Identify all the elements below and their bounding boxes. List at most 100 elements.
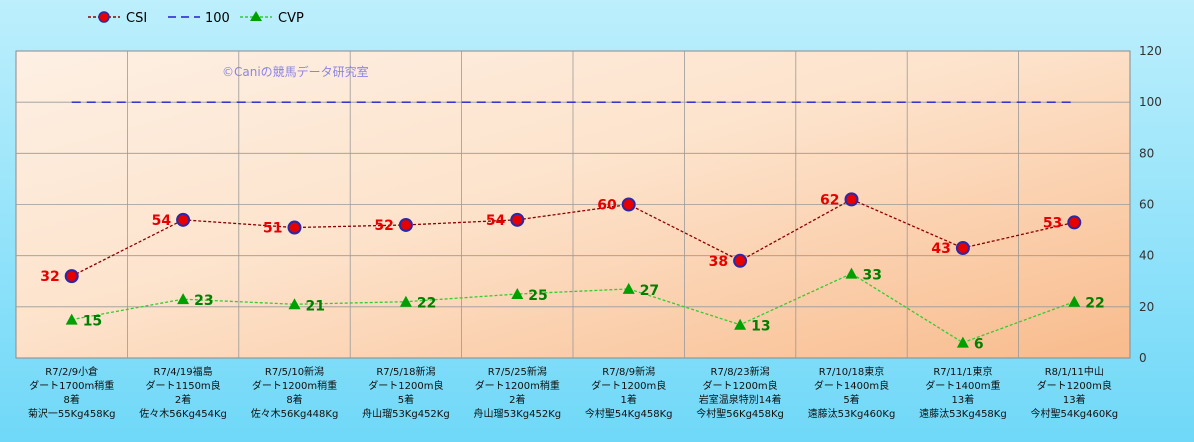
cvp-point: [511, 288, 524, 300]
x-tick-label: 今村聖56Kg458Kg: [696, 407, 784, 420]
cvp-data-label: 21: [306, 298, 325, 314]
x-tick-label: ダート1200m良: [591, 379, 666, 392]
csi-point: [955, 240, 970, 255]
cvp-point: [734, 318, 747, 330]
x-tick-label: R7/5/18新潟: [376, 365, 435, 378]
series-layer: [64, 101, 1082, 348]
cvp-data-label: 33: [863, 268, 882, 284]
legend: CSI 100 CVP: [88, 11, 304, 26]
x-tick-label: ダート1400m良: [814, 379, 889, 392]
x-tick-label: ダート1700m稍重: [29, 379, 114, 392]
x-tick-label: 5着: [843, 393, 859, 406]
x-tick-label: 1着: [621, 393, 637, 406]
csi-data-label: 38: [709, 254, 728, 270]
csi-data-label: 62: [820, 192, 839, 208]
legend-csi-label: CSI: [126, 11, 147, 26]
x-tick-label: 佐々木56Kg448Kg: [251, 408, 339, 420]
cvp-point: [177, 293, 190, 305]
x-tick-label: 今村聖54Kg458Kg: [585, 407, 673, 420]
x-axis: R7/2/9小倉ダート1700m稍重8着菊沢一55Kg458KgR7/4/19福…: [28, 365, 1118, 420]
x-tick-label: R7/11/1東京: [933, 365, 992, 378]
x-tick-label: ダート1150m良: [145, 379, 220, 392]
x-tick-label: ダート1200m稍重: [475, 379, 560, 392]
x-tick-label: 13着: [1063, 393, 1086, 406]
csi-data-label: 54: [486, 213, 506, 229]
legend-cvp-label: CVP: [278, 11, 304, 26]
cvp-data-label: 13: [751, 319, 770, 335]
csi-point: [621, 197, 636, 212]
series-line-csi: [71, 198, 1075, 277]
cvp-data-label: 22: [1085, 296, 1104, 312]
x-tick-label: ダート1400m重: [925, 379, 1000, 392]
y-tick-label: 60: [1139, 198, 1154, 212]
csi-data-label: 60: [597, 198, 617, 214]
data-labels: 15 23 21 22 25 27 13 33 6 22 32 54 51 52 54 60 38 62 43 53: [40, 192, 1105, 352]
x-tick-label: 2着: [509, 393, 525, 406]
cvp-point: [288, 298, 301, 310]
csi-point: [844, 192, 859, 207]
y-tick-label: 0: [1139, 351, 1147, 365]
x-tick-label: R7/10/18東京: [819, 365, 885, 378]
cvp-point: [399, 295, 412, 307]
csi-point: [510, 212, 525, 227]
legend-cvp-marker: [250, 11, 262, 21]
x-tick-label: ダート1200m良: [702, 379, 777, 392]
cvp-data-label: 15: [83, 314, 102, 330]
cvp-point: [956, 336, 969, 348]
cvp-point: [622, 282, 635, 294]
cvp-data-label: 25: [528, 288, 547, 304]
y-tick-label: 100: [1139, 95, 1162, 109]
x-tick-label: 5着: [398, 393, 414, 406]
x-tick-label: ダート1200m良: [1037, 379, 1112, 392]
x-tick-label: 岩室温泉特別14着: [699, 393, 782, 406]
csi-data-label: 51: [263, 221, 282, 237]
x-tick-label: ダート1200m良: [368, 379, 443, 392]
x-tick-label: 舟山瑠53Kg452Kg: [473, 407, 561, 420]
cvp-point: [845, 267, 858, 279]
csi-point: [1067, 215, 1082, 230]
y-tick-label: 120: [1139, 44, 1162, 58]
csi-point: [733, 253, 748, 268]
cvp-data-label: 27: [640, 283, 659, 299]
y-tick-label: 40: [1139, 249, 1154, 263]
watermark: ©Caniの競馬データ研究室: [222, 64, 369, 79]
x-tick-label: 今村聖54Kg460Kg: [1030, 407, 1118, 420]
csi-data-label: 32: [40, 269, 59, 285]
y-tick-label: 80: [1139, 146, 1154, 160]
csi-data-label: 52: [374, 218, 393, 234]
x-tick-label: R7/5/25新潟: [488, 365, 547, 378]
cvp-data-label: 23: [194, 293, 213, 309]
x-tick-label: R7/5/10新潟: [265, 365, 324, 378]
cvp-data-label: 22: [417, 296, 436, 312]
cvp-point: [1068, 295, 1081, 307]
cvp-point: [65, 313, 78, 325]
csi-data-label: 53: [1043, 215, 1062, 231]
cvp-data-label: 6: [974, 337, 984, 353]
x-tick-label: 8着: [64, 393, 80, 406]
y-tick-label: 20: [1139, 300, 1154, 314]
x-tick-label: 8着: [286, 393, 302, 406]
legend-ref-label: 100: [205, 11, 230, 26]
x-tick-label: 2着: [175, 393, 191, 406]
csi-data-label: 54: [152, 213, 172, 229]
csi-point: [398, 217, 413, 232]
csi-point: [287, 220, 302, 235]
x-tick-label: 舟山瑠53Kg452Kg: [362, 407, 450, 420]
x-tick-label: R7/4/19福島: [154, 365, 213, 378]
x-tick-label: R8/1/11中山: [1045, 365, 1104, 378]
csi-point: [176, 212, 191, 227]
csi-data-label: 43: [931, 241, 950, 257]
csi-point: [64, 269, 79, 284]
x-tick-label: 菊沢一55Kg458Kg: [28, 407, 116, 420]
x-tick-label: R7/8/9新潟: [602, 365, 655, 378]
legend-csi-marker: [98, 11, 110, 23]
x-tick-label: 13着: [952, 393, 975, 406]
x-tick-label: ダート1200m稍重: [252, 379, 337, 392]
x-tick-label: R7/8/23新潟: [711, 365, 770, 378]
x-tick-label: 佐々木56Kg454Kg: [139, 408, 227, 420]
x-tick-label: R7/2/9小倉: [45, 365, 98, 378]
x-tick-label: 遠藤汰53Kg460Kg: [808, 407, 896, 420]
x-tick-label: 遠藤汰53Kg458Kg: [919, 407, 1007, 420]
